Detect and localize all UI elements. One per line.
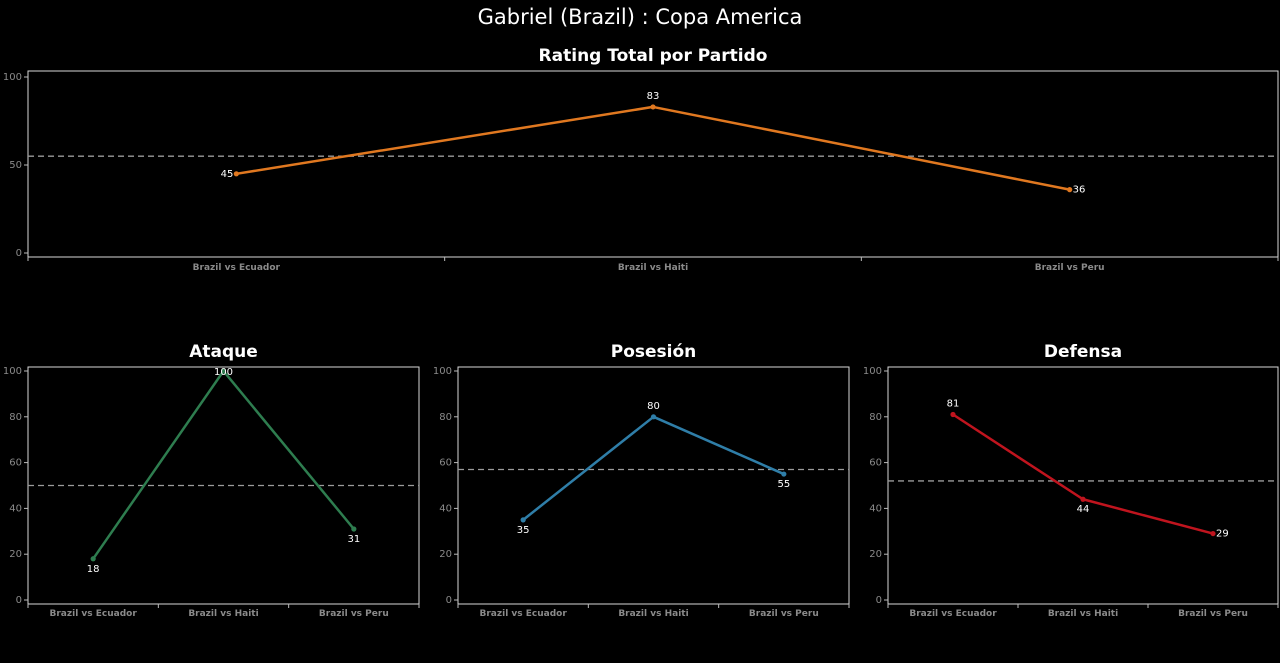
plot-frame: [27, 70, 1279, 258]
x-tick-label: Brazil vs Peru: [319, 609, 389, 619]
y-tick-label: 0: [876, 595, 882, 606]
series-line: [236, 105, 1070, 191]
data-point: [650, 414, 657, 420]
y-tick-label: 100: [863, 366, 882, 377]
plot-frame: [457, 366, 850, 605]
y-tick-label: 60: [9, 458, 22, 469]
y-tick-label: 60: [439, 458, 452, 469]
data-label: 31: [347, 534, 360, 545]
series-line: [522, 415, 785, 521]
data-label: 18: [87, 564, 100, 575]
series-line: [92, 369, 355, 560]
chart-3: Posesión 0 20 40 60 80 100 Brazil vs Ecuador Bra…: [433, 342, 850, 619]
y-tick-label: 0: [16, 595, 22, 606]
figure-title: Gabriel (Brazil) : Copa America: [478, 5, 803, 29]
x-tick-label: Brazil vs Peru: [1178, 609, 1248, 619]
x-tick-label: Brazil vs Ecuador: [480, 609, 568, 619]
data-label: 36: [1073, 185, 1086, 196]
chart-title: Ataque: [189, 342, 258, 362]
data-label: 55: [777, 479, 790, 490]
y-tick-label: 40: [9, 503, 22, 514]
x-tick-label: Brazil vs Haiti: [188, 609, 258, 619]
data-label: 81: [947, 399, 960, 410]
x-tick-label: Brazil vs Peru: [749, 609, 819, 619]
chart-title: Rating Total por Partido: [539, 46, 768, 66]
data-label: 45: [221, 169, 234, 180]
x-tick-label: Brazil vs Haiti: [618, 609, 688, 619]
y-tick-label: 100: [3, 366, 22, 377]
chart-4: Defensa 0 20 40 60 80 100 Brazil vs Ecuador Braz…: [863, 342, 1279, 619]
y-tick-label: 20: [439, 549, 452, 560]
data-point: [90, 556, 96, 562]
data-point: [650, 104, 656, 110]
data-point: [220, 368, 227, 374]
y-tick-label: 20: [9, 549, 22, 560]
data-point: [1080, 496, 1086, 502]
chart-title: Defensa: [1044, 342, 1122, 362]
x-tick-label: Brazil vs Haiti: [618, 263, 688, 273]
data-point: [950, 411, 956, 418]
data-point: [233, 171, 239, 177]
data-point: [520, 517, 526, 523]
data-label: 83: [647, 91, 660, 102]
y-tick-label: 80: [869, 412, 882, 423]
data-label: 35: [517, 525, 530, 536]
chart-title: Posesión: [611, 342, 697, 362]
y-tick-label: 40: [439, 503, 452, 514]
y-tick-label: 100: [433, 366, 452, 377]
data-label: 100: [214, 367, 233, 378]
y-tick-label: 0: [446, 595, 452, 606]
series-line: [952, 413, 1214, 535]
y-tick-label: 0: [16, 248, 22, 259]
x-tick-label: Brazil vs Ecuador: [193, 263, 281, 273]
y-tick-label: 100: [3, 72, 22, 83]
y-tick-label: 50: [9, 160, 22, 171]
y-tick-label: 20: [869, 549, 882, 560]
y-tick-label: 40: [869, 503, 882, 514]
x-tick-label: Brazil vs Peru: [1035, 263, 1105, 273]
data-point: [781, 471, 787, 477]
x-tick-label: Brazil vs Ecuador: [909, 609, 997, 619]
data-point: [351, 526, 357, 532]
chart-2: Ataque 0 20 40 60 80 100 Brazil vs Ecuador Brazi…: [3, 342, 420, 619]
data-point: [1210, 530, 1216, 537]
y-tick-label: 60: [869, 458, 882, 469]
data-label: 80: [647, 401, 660, 412]
plot-frame: [887, 366, 1279, 605]
y-tick-label: 80: [439, 412, 452, 423]
x-tick-label: Brazil vs Haiti: [1048, 609, 1118, 619]
y-tick-label: 80: [9, 412, 22, 423]
data-point: [1067, 187, 1073, 193]
x-tick-label: Brazil vs Ecuador: [50, 609, 138, 619]
data-label: 44: [1077, 504, 1090, 515]
data-label: 29: [1216, 529, 1229, 540]
chart-1: Rating Total por Partido 0 50 100 Brazil vs …: [3, 46, 1279, 273]
